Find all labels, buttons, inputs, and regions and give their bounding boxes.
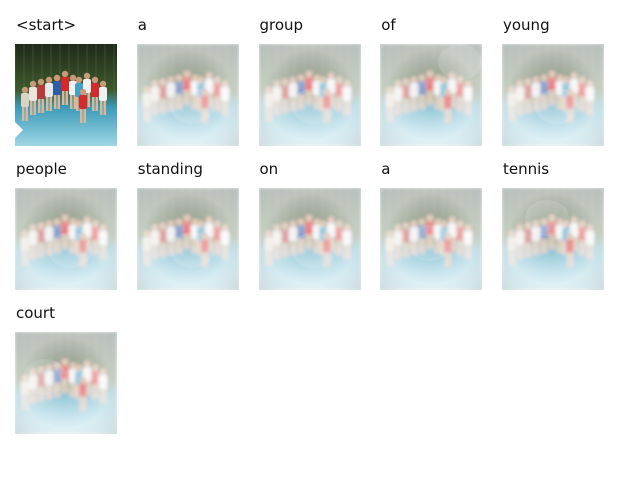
attention-map-image xyxy=(136,44,239,146)
attention-map-image xyxy=(258,44,361,146)
caption-word: group xyxy=(259,16,304,34)
photo-scene xyxy=(258,44,361,146)
attention-map-image xyxy=(15,188,117,290)
attention-map-image xyxy=(136,188,239,290)
attention-map-image xyxy=(15,44,117,146)
caption-word: a xyxy=(381,160,391,178)
photo-scene xyxy=(15,188,117,290)
attention-map-image xyxy=(380,188,483,290)
caption-word: a xyxy=(137,16,147,34)
photo-scene xyxy=(380,44,483,146)
caption-word: court xyxy=(16,304,55,322)
attention-map-image xyxy=(502,188,604,290)
photo-scene xyxy=(136,44,239,146)
photo-scene xyxy=(136,188,239,290)
caption-word: of xyxy=(381,16,396,34)
photo-scene xyxy=(502,44,604,146)
attention-map-image xyxy=(502,44,604,146)
caption-word: tennis xyxy=(503,160,550,178)
photo-scene xyxy=(502,188,604,290)
photo-scene xyxy=(15,44,117,146)
attention-map-image xyxy=(380,44,483,146)
photo-scene xyxy=(15,332,117,434)
caption-word: on xyxy=(259,160,279,178)
photo-scene xyxy=(258,188,361,290)
photo-scene xyxy=(380,188,483,290)
caption-word: <start> xyxy=(16,16,77,34)
caption-word: standing xyxy=(137,160,203,178)
caption-word: young xyxy=(503,16,550,34)
caption-word: people xyxy=(16,160,67,178)
attention-map-image xyxy=(15,332,117,434)
attention-map-image xyxy=(258,188,361,290)
